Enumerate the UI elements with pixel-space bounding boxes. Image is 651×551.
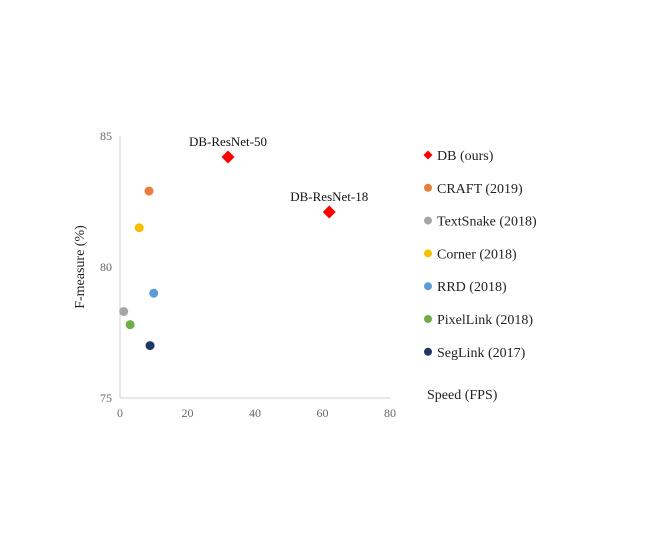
data-point	[322, 205, 336, 219]
legend-swatch	[424, 347, 432, 356]
y-tick-labels: 75 80 85	[100, 129, 112, 405]
y-axis-label: F-measure (%)	[73, 225, 88, 309]
legend-swatch	[424, 282, 432, 291]
data-point	[134, 223, 144, 233]
legend-swatch	[424, 216, 432, 225]
point-annotation: DB-ResNet-18	[290, 189, 368, 204]
legend-swatch	[424, 249, 432, 258]
x-tick-label: 20	[182, 406, 194, 420]
legend-label: DB (ours)	[437, 149, 494, 164]
legend-label: TextSnake (2018)	[437, 215, 537, 230]
x-tick-label: 40	[249, 406, 261, 420]
legend-label: RRD (2018)	[437, 280, 507, 295]
x-tick-label: 80	[384, 406, 396, 420]
y-tick-label: 80	[100, 260, 112, 274]
data-point	[125, 320, 135, 330]
point-annotation: DB-ResNet-50	[189, 134, 267, 149]
legend-swatch	[424, 315, 432, 323]
legend-swatch	[424, 183, 432, 192]
x-tick-label: 60	[317, 406, 329, 420]
y-tick-label: 85	[100, 129, 112, 143]
data-point	[144, 186, 154, 196]
y-tick-label: 75	[100, 391, 112, 405]
data-point	[119, 307, 129, 317]
legend-label: CRAFT (2019)	[437, 182, 523, 197]
legend-label: SegLink (2017)	[437, 346, 526, 361]
legend-label: Corner (2018)	[437, 247, 517, 262]
legend-label: PixelLink (2018)	[437, 313, 533, 328]
x-tick-label: 0	[117, 406, 123, 420]
data-point	[149, 288, 159, 298]
x-axis-label: Speed (FPS)	[427, 388, 498, 403]
data-point	[221, 150, 235, 164]
x-tick-labels: 0 20 40 60 80	[117, 406, 396, 420]
legend-swatch	[423, 150, 433, 160]
data-points: DB-ResNet-50 DB-ResNet-18	[119, 134, 368, 351]
data-point	[145, 341, 155, 351]
legend: DB (ours) CRAFT (2019) TextSnake (2018) Cor…	[423, 149, 537, 361]
